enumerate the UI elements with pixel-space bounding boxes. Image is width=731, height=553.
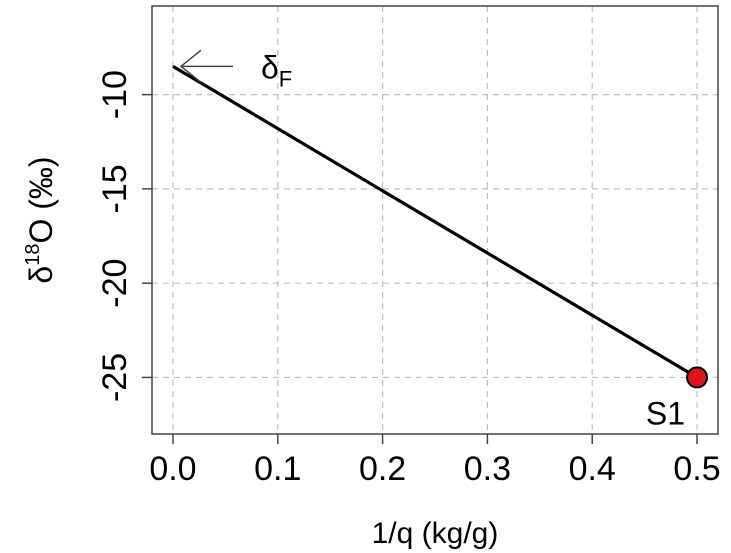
grid-layer bbox=[152, 6, 718, 434]
annotation-layer: δF bbox=[179, 49, 292, 91]
x-tick-label: 0.0 bbox=[149, 450, 196, 488]
x-tick-label: 0.4 bbox=[569, 450, 616, 488]
annotation-arrowhead bbox=[179, 49, 202, 83]
x-axis-label: 1/q (kg/g) bbox=[372, 517, 499, 550]
x-tick-label: 0.1 bbox=[254, 450, 301, 488]
data-point bbox=[686, 366, 709, 389]
line-layer bbox=[172, 64, 698, 379]
point-layer: S1 bbox=[646, 366, 709, 431]
y-axis-label: δ18O (‰) bbox=[22, 156, 59, 283]
y-tick-label: -10 bbox=[96, 70, 134, 119]
plot-frame bbox=[151, 5, 719, 435]
annotation-label: δF bbox=[261, 49, 292, 91]
y-tick-label: -15 bbox=[96, 164, 134, 213]
series-line bbox=[172, 64, 698, 379]
x-tick-label: 0.5 bbox=[673, 450, 720, 488]
y-tick-layer: -10 -15 -20 -25 bbox=[96, 70, 152, 402]
x-tick-layer: 0.0 0.1 0.2 0.3 0.4 0.5 bbox=[149, 434, 721, 488]
y-tick-label: -20 bbox=[96, 259, 134, 308]
x-tick-label: 0.3 bbox=[464, 450, 511, 488]
y-tick-label: -25 bbox=[96, 353, 134, 402]
point-label: S1 bbox=[646, 395, 685, 431]
x-tick-label: 0.2 bbox=[359, 450, 406, 488]
